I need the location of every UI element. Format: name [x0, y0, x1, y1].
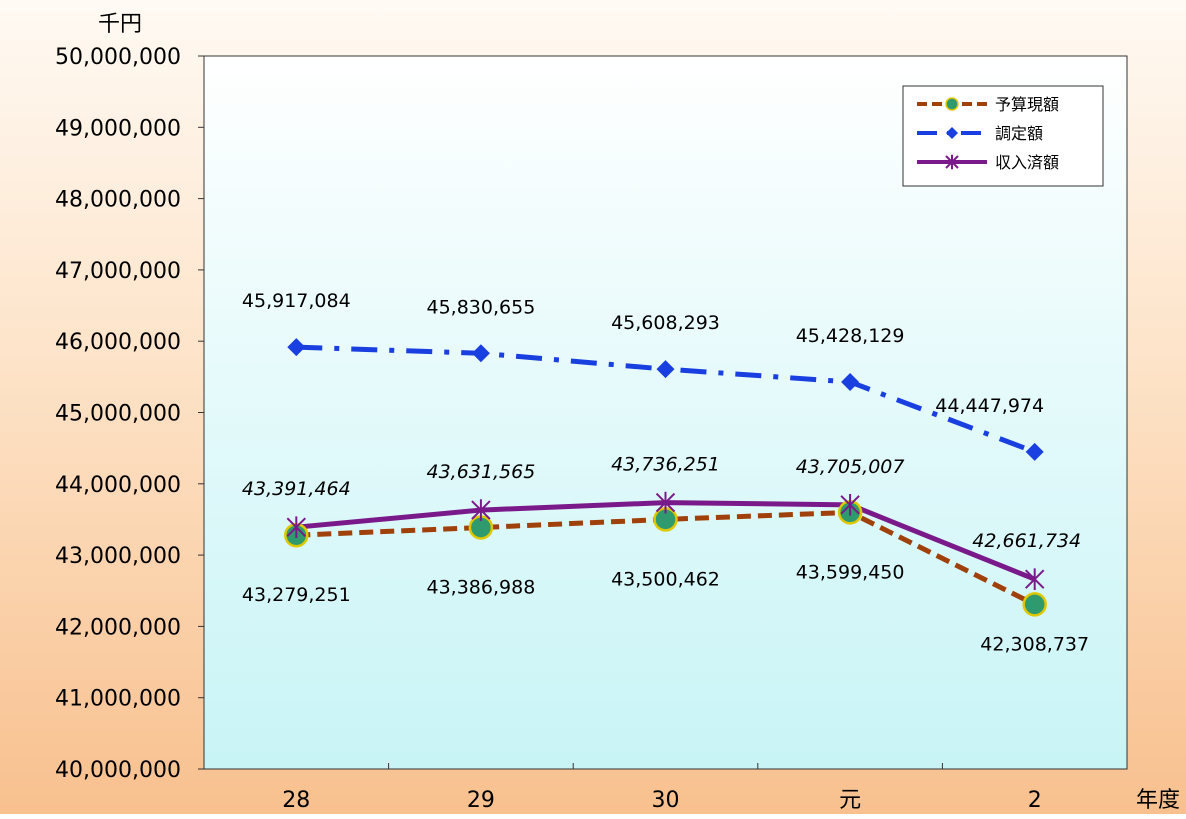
- x-tick-label: 2: [1028, 788, 1042, 813]
- data-label: 42,308,737: [980, 633, 1089, 655]
- y-tick-label: 43,000,000: [55, 544, 181, 569]
- data-point-diamond: [471, 344, 490, 363]
- data-point-diamond: [656, 360, 675, 379]
- data-label: 43,599,450: [796, 561, 905, 583]
- x-axis-unit-label: 年度: [1136, 788, 1180, 813]
- data-point-star: [840, 494, 860, 516]
- y-tick-label: 47,000,000: [55, 259, 181, 284]
- data-point-star: [286, 516, 307, 538]
- data-label: 43,631,565: [427, 461, 536, 483]
- y-tick-label: 44,000,000: [55, 473, 181, 498]
- y-tick-label: 46,000,000: [55, 330, 181, 355]
- x-tick-label: 元: [839, 788, 861, 813]
- y-tick-label: 45,000,000: [55, 402, 181, 427]
- data-point-diamond: [287, 338, 306, 357]
- data-label: 44,447,974: [935, 395, 1044, 417]
- data-point-star: [655, 491, 676, 514]
- data-label: 45,428,129: [796, 325, 905, 347]
- data-point-diamond: [1025, 442, 1044, 461]
- legend-label: 予算現額: [995, 95, 1059, 114]
- y-tick-label: 40,000,000: [55, 758, 181, 783]
- data-label: 43,391,464: [242, 478, 351, 500]
- data-label: 43,279,251: [242, 584, 351, 606]
- y-tick-label: 48,000,000: [55, 188, 181, 213]
- data-label: 43,705,007: [796, 456, 905, 478]
- data-label: 43,736,251: [611, 454, 720, 476]
- data-point-star: [1024, 568, 1045, 591]
- data-point-circle: [1022, 592, 1047, 617]
- y-tick-label: 41,000,000: [55, 687, 181, 712]
- data-label: 45,608,293: [611, 312, 720, 334]
- x-tick-label: 29: [467, 788, 495, 813]
- legend-label: 調定額: [995, 124, 1043, 143]
- data-point-diamond: [946, 127, 958, 139]
- data-point-circle: [945, 97, 959, 111]
- data-point-diamond: [841, 372, 860, 391]
- y-tick-label: 42,000,000: [55, 615, 181, 640]
- data-label: 45,917,084: [242, 290, 351, 312]
- x-tick-label: 28: [282, 788, 310, 813]
- data-label: 43,500,462: [611, 568, 720, 590]
- legend-label: 収入済額: [995, 153, 1059, 172]
- y-axis-unit-label: 千円: [98, 12, 142, 37]
- data-label: 45,830,655: [427, 296, 536, 318]
- data-point-star: [945, 154, 959, 170]
- y-tick-label: 49,000,000: [55, 116, 181, 141]
- data-label: 43,386,988: [427, 577, 536, 599]
- data-point-star: [471, 499, 491, 521]
- x-tick-label: 30: [652, 788, 680, 813]
- y-tick-label: 50,000,000: [55, 45, 181, 70]
- data-label: 42,661,734: [972, 530, 1081, 552]
